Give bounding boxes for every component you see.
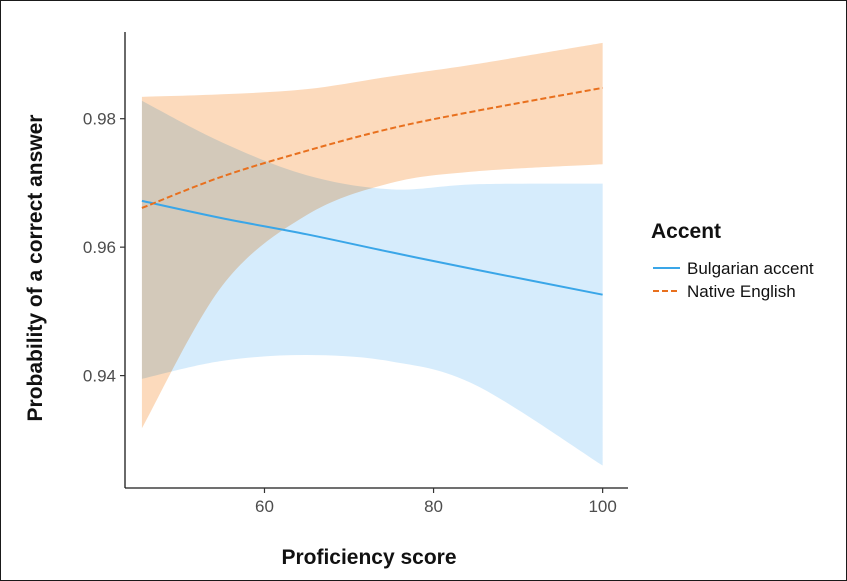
series-lines (141, 86, 603, 296)
ribbon-native-english (141, 42, 603, 429)
y-ticks: 0.94 0.96 0.98 (83, 110, 125, 386)
legend-title: Accent (651, 220, 721, 243)
line-native-english (141, 86, 603, 209)
x-tick-label: 60 (255, 497, 274, 516)
x-tick-label: 100 (588, 497, 616, 516)
y-tick-label: 0.98 (83, 110, 116, 129)
ribbon-bulgarian-accent (141, 100, 603, 466)
axes (124, 32, 628, 489)
legend-label-native-english: Native English (687, 282, 796, 301)
x-axis-title: Proficiency score (281, 546, 456, 569)
y-tick-label: 0.96 (83, 238, 116, 257)
confidence-ribbons (141, 42, 603, 466)
y-tick-label: 0.94 (83, 367, 116, 386)
x-tick-label: 80 (424, 497, 443, 516)
x-ticks: 60 80 100 (255, 488, 617, 516)
legend: Accent Bulgarian accent Native English (651, 220, 814, 301)
line-bulgarian-accent (141, 199, 603, 296)
y-axis-title: Probability of a correct answer (24, 115, 47, 422)
legend-label-bulgarian-accent: Bulgarian accent (687, 259, 814, 278)
